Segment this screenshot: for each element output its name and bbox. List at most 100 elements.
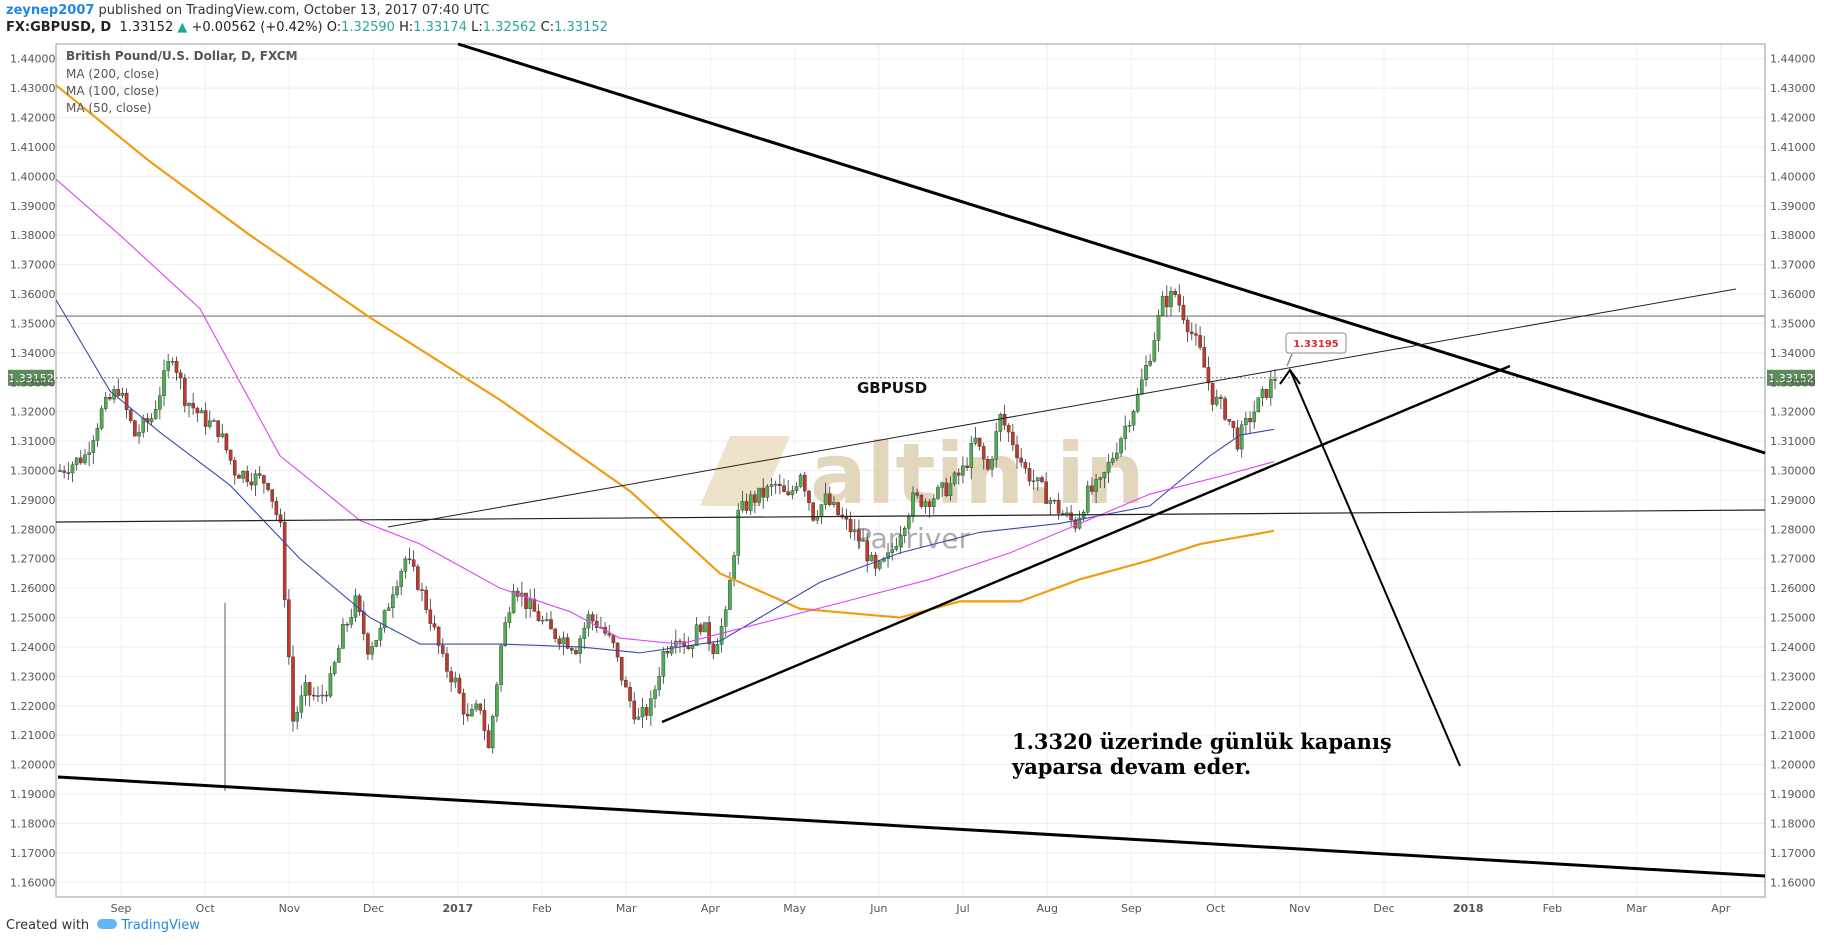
candle-body — [877, 560, 882, 569]
candle-body — [58, 470, 62, 472]
candle-body — [324, 694, 329, 697]
candle-body — [1273, 379, 1277, 381]
candle-body — [116, 389, 121, 396]
candle-body — [798, 474, 803, 487]
y-tick-right: 1.37000 — [1770, 259, 1816, 272]
x-tick: Nov — [279, 902, 301, 915]
candle-body — [474, 703, 478, 710]
candle-body — [815, 516, 820, 521]
candle-body — [1239, 424, 1244, 450]
author-link[interactable]: zeynep2007 — [6, 3, 95, 18]
tradingview-link[interactable]: TradingView — [121, 918, 200, 933]
candle-body — [1194, 333, 1198, 336]
candle-body — [549, 619, 553, 630]
candle-body — [453, 677, 458, 683]
y-tick-right: 1.41000 — [1770, 141, 1816, 154]
y-tick-left: 1.24000 — [10, 641, 56, 654]
candle-body — [391, 594, 395, 608]
candle-body — [241, 471, 245, 479]
candle-body — [782, 485, 786, 492]
candle-body — [553, 628, 557, 639]
candle-body — [936, 487, 940, 499]
ma100-line — [55, 299, 1275, 654]
candle-body — [1235, 427, 1240, 450]
y-tick-left: 1.31000 — [10, 435, 56, 448]
candle-body — [103, 397, 108, 409]
candle-body — [1206, 367, 1211, 384]
candle-body — [1177, 294, 1182, 306]
candle-body — [794, 486, 799, 491]
candle-body — [420, 589, 424, 591]
rising-support-line — [661, 364, 1511, 724]
price-chart[interactable]: altin.in Panriver 1.33152 1.33152 1.44000… — [0, 36, 1824, 916]
y-tick-left: 1.44000 — [10, 53, 56, 66]
candle-body — [524, 592, 528, 609]
candle-body — [1085, 485, 1090, 513]
y-tick-left: 1.40000 — [10, 170, 56, 183]
candle-body — [83, 454, 87, 464]
high-value: 1.33174 — [413, 20, 467, 35]
x-tick: Sep — [111, 902, 132, 915]
candle-body — [216, 420, 220, 437]
candle-body — [990, 459, 994, 470]
candle-body — [1169, 291, 1173, 308]
candle-body — [257, 473, 262, 476]
candle-body — [753, 494, 757, 503]
candle-body — [536, 611, 541, 622]
candle-body — [657, 676, 661, 690]
candle-body — [499, 645, 503, 685]
candle-body — [153, 409, 158, 419]
candle-body — [986, 459, 990, 470]
candle-body — [224, 433, 229, 451]
candle-body — [445, 653, 449, 672]
candle-body — [374, 639, 379, 647]
y-tick-left: 1.21000 — [10, 729, 56, 742]
trend-lines[interactable] — [55, 42, 1766, 878]
candle-body — [62, 470, 66, 473]
candle-body — [299, 695, 304, 713]
moving-averages — [55, 84, 1275, 654]
up-arrow-icon: ▲ — [177, 20, 188, 35]
candle-body — [174, 361, 179, 373]
candle-body — [711, 643, 716, 654]
candle-body — [79, 457, 83, 464]
candle-body — [757, 487, 761, 503]
symbol-label: FX:GBPUSD, D — [6, 20, 112, 35]
candle-body — [266, 483, 270, 490]
candle-body — [449, 671, 453, 683]
candle-body — [528, 598, 532, 609]
price-badge-right-text: 1.33152 — [1768, 372, 1814, 385]
candle-body — [836, 502, 840, 516]
candle-body — [295, 712, 299, 722]
candle-body — [569, 648, 574, 651]
legend-title: British Pound/U.S. Dollar, D, FXCM — [66, 49, 298, 63]
candle-body — [773, 483, 778, 486]
y-tick-left: 1.33000 — [10, 376, 56, 389]
candle-body — [457, 677, 462, 694]
candle-body — [574, 650, 578, 655]
candle-body — [915, 492, 919, 496]
candle-body — [969, 443, 974, 468]
candle-body — [807, 490, 811, 503]
candle-body — [723, 609, 728, 627]
candle-body — [703, 622, 707, 633]
candle-body — [886, 552, 890, 559]
low-label: L: — [471, 20, 483, 35]
candle-body — [1231, 421, 1236, 429]
candle-body — [1023, 462, 1028, 469]
y-tick-right: 1.35000 — [1770, 317, 1816, 330]
price-callout[interactable]: 1.33195 — [1285, 332, 1347, 367]
candle-body — [120, 392, 125, 396]
candle-body — [582, 627, 587, 639]
candle-body — [482, 710, 487, 731]
candle-body — [715, 644, 720, 654]
candle-body — [898, 535, 903, 547]
candle-body — [253, 473, 258, 486]
candle-body — [162, 370, 166, 396]
candle-body — [1098, 477, 1103, 480]
y-tick-left: 1.23000 — [10, 670, 56, 683]
candle-body — [932, 498, 936, 507]
candle-body — [973, 437, 978, 444]
candle-body — [761, 487, 766, 498]
candle-body — [274, 501, 279, 515]
